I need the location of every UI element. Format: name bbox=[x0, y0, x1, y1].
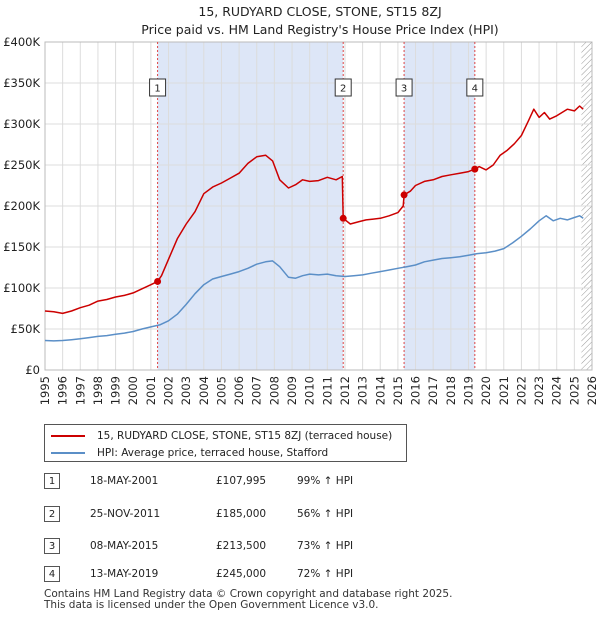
sale-marker-box bbox=[466, 78, 484, 97]
x-tick-label: 2006 bbox=[232, 376, 246, 405]
x-tick-label: 2008 bbox=[267, 376, 281, 405]
sale-hpi-change: 99% ↑ HPI bbox=[297, 475, 354, 487]
sale-number-badge: 1 bbox=[44, 473, 60, 489]
x-tick-label: 1998 bbox=[91, 376, 105, 405]
x-tick-label: 1997 bbox=[73, 376, 87, 405]
y-tick-label: £50K bbox=[11, 322, 41, 336]
x-tick-label: 2003 bbox=[179, 376, 193, 405]
chart-title: 15, RUDYARD CLOSE, STONE, ST15 8ZJ bbox=[198, 4, 441, 19]
legend-property-label: 15, RUDYARD CLOSE, STONE, ST15 8ZJ (terr… bbox=[97, 430, 393, 442]
footer-line-2: This data is licensed under the Open Gov… bbox=[44, 599, 379, 611]
x-tick-label: 2026 bbox=[585, 376, 599, 405]
x-tick-label: 2021 bbox=[497, 376, 511, 405]
sale-hpi-change: 72% ↑ HPI bbox=[297, 568, 354, 580]
sale-date: 18-MAY-2001 bbox=[90, 475, 159, 487]
x-tick-label: 2000 bbox=[126, 376, 140, 405]
y-tick-label: £350K bbox=[3, 76, 40, 90]
x-tick-label: 2020 bbox=[479, 376, 493, 405]
sale-point bbox=[471, 165, 479, 173]
y-tick-label: £400K bbox=[3, 35, 40, 49]
sale-marker-box bbox=[395, 78, 413, 97]
sale-marker-box bbox=[334, 78, 352, 97]
sale-marker-box bbox=[149, 78, 167, 97]
property-price-line bbox=[44, 105, 584, 315]
sale-marker-label: 2 bbox=[340, 84, 346, 95]
footer-line-1: Contains HM Land Registry data © Crown c… bbox=[44, 588, 453, 600]
y-tick-label: £250K bbox=[3, 158, 40, 172]
x-tick-label: 2015 bbox=[391, 376, 405, 405]
sale-price: £107,995 bbox=[216, 475, 267, 487]
plot-frame bbox=[44, 41, 593, 371]
x-tick-label: 1995 bbox=[38, 376, 52, 405]
legend-hpi-line bbox=[51, 452, 85, 454]
sale-date: 13-MAY-2019 bbox=[90, 568, 159, 580]
sale-number-badge: 4 bbox=[44, 566, 60, 582]
sale-number-badge: 2 bbox=[44, 506, 60, 522]
x-tick-label: 1996 bbox=[56, 376, 70, 405]
x-tick-label: 2001 bbox=[144, 376, 158, 405]
y-tick-label: £200K bbox=[3, 199, 40, 213]
legend-property-line bbox=[51, 435, 85, 437]
x-tick-label: 2024 bbox=[550, 376, 564, 405]
sale-marker-label: 1 bbox=[154, 84, 160, 95]
sale-point bbox=[339, 214, 347, 222]
x-tick-label: 2025 bbox=[567, 376, 581, 405]
legend-hpi: HPI: Average price, terraced house, Staf… bbox=[51, 445, 328, 461]
y-tick-label: £100K bbox=[3, 281, 40, 295]
sale-hpi-change: 56% ↑ HPI bbox=[297, 508, 354, 520]
sale-date: 08-MAY-2015 bbox=[90, 540, 159, 552]
legend: 15, RUDYARD CLOSE, STONE, ST15 8ZJ (terr… bbox=[44, 424, 407, 462]
x-tick-label: 2014 bbox=[373, 376, 387, 405]
footer-attribution: Contains HM Land Registry data © Crown c… bbox=[44, 589, 452, 611]
x-tick-label: 2010 bbox=[303, 376, 317, 405]
price-chart: 15, RUDYARD CLOSE, STONE, ST15 8ZJ Price… bbox=[3, 4, 599, 405]
x-tick-label: 2017 bbox=[426, 376, 440, 405]
sale-marker-label: 3 bbox=[401, 84, 407, 95]
sale-point bbox=[400, 191, 408, 199]
sale-marker-label: 4 bbox=[472, 84, 478, 95]
sale-price: £185,000 bbox=[216, 508, 267, 520]
x-tick-label: 2019 bbox=[461, 376, 475, 405]
y-tick-label: £150K bbox=[3, 240, 40, 254]
x-tick-label: 2013 bbox=[356, 376, 370, 405]
sale-date: 25-NOV-2011 bbox=[90, 508, 161, 520]
x-tick-label: 2022 bbox=[514, 376, 528, 405]
sale-row: 4 13-MAY-2019 £245,000 72% ↑ HPI bbox=[44, 566, 384, 584]
sale-number-badge: 3 bbox=[44, 538, 60, 554]
legend-property: 15, RUDYARD CLOSE, STONE, ST15 8ZJ (terr… bbox=[51, 428, 392, 444]
x-tick-label: 2002 bbox=[162, 376, 176, 405]
x-tick-label: 1999 bbox=[109, 376, 123, 405]
x-tick-label: 2009 bbox=[285, 376, 299, 405]
x-tick-label: 2005 bbox=[214, 376, 228, 405]
sale-hpi-change: 73% ↑ HPI bbox=[297, 540, 354, 552]
x-tick-label: 2012 bbox=[338, 376, 352, 405]
x-tick-label: 2011 bbox=[320, 376, 334, 405]
sale-row: 3 08-MAY-2015 £213,500 73% ↑ HPI bbox=[44, 538, 384, 556]
sale-price: £213,500 bbox=[216, 540, 267, 552]
chart-subtitle: Price paid vs. HM Land Registry's House … bbox=[141, 22, 498, 37]
x-tick-label: 2023 bbox=[532, 376, 546, 405]
sale-point bbox=[154, 277, 162, 285]
sale-row: 1 18-MAY-2001 £107,995 99% ↑ HPI bbox=[44, 473, 384, 491]
sale-price: £245,000 bbox=[216, 568, 267, 580]
hpi-line bbox=[44, 215, 584, 342]
x-tick-label: 2007 bbox=[250, 376, 264, 405]
y-tick-label: £0 bbox=[25, 363, 40, 377]
x-tick-label: 2016 bbox=[409, 376, 423, 405]
x-tick-label: 2018 bbox=[444, 376, 458, 405]
legend-hpi-label: HPI: Average price, terraced house, Staf… bbox=[97, 447, 329, 459]
y-tick-label: £300K bbox=[3, 117, 40, 131]
sale-row: 2 25-NOV-2011 £185,000 56% ↑ HPI bbox=[44, 506, 384, 524]
x-tick-label: 2004 bbox=[197, 376, 211, 405]
